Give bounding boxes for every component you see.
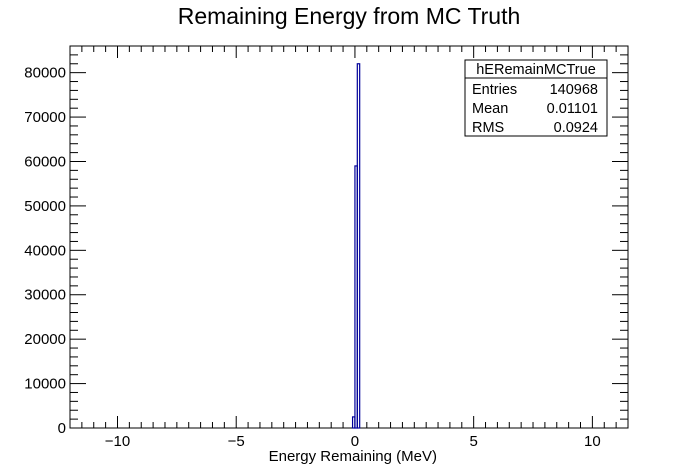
y-tick-labels: 0 10000 20000 30000 40000 50000 60000 70000 8000… [24,65,66,437]
x-tick-label: 10 [584,433,601,450]
chart-title: Remaining Energy from MC Truth [178,3,521,29]
y-tick-label: 30000 [24,287,66,304]
plot-frame [69,45,629,429]
histogram-bins [351,63,361,429]
y-tick-label: 50000 [24,198,66,215]
stats-box: hERemainMCTrue Entries 140968 Mean 0.011… [464,59,608,137]
y-tick-label: 60000 [24,153,66,170]
stats-box-name: hERemainMCTrue [476,62,596,78]
stats-entries-value: 140968 [550,82,598,98]
x-axis-title: Energy Remaining (MeV) [269,448,437,465]
y-tick-label: 10000 [24,376,66,393]
x-tick-label: 5 [469,433,477,450]
y-axis-ticks [70,45,628,429]
y-tick-label: 80000 [24,65,66,82]
x-tick-label: −10 [105,433,130,450]
y-tick-label: 0 [58,420,66,437]
y-tick-label: 40000 [24,242,66,259]
x-axis-ticks [69,46,629,428]
stats-entries-label: Entries [472,82,517,98]
histogram-bin [356,63,361,429]
stats-rms-label: RMS [472,120,504,136]
stats-rms-value: 0.0924 [554,120,598,136]
y-tick-label: 70000 [24,109,66,126]
stats-mean-value: 0.01101 [547,101,598,117]
x-tick-label: −5 [228,433,245,450]
stats-box-frame [464,59,608,137]
x-tick-label: 0 [351,433,359,450]
x-tick-labels: −10 −5 0 5 10 [105,433,601,450]
stats-mean-label: Mean [472,101,508,117]
y-tick-label: 20000 [24,331,66,348]
